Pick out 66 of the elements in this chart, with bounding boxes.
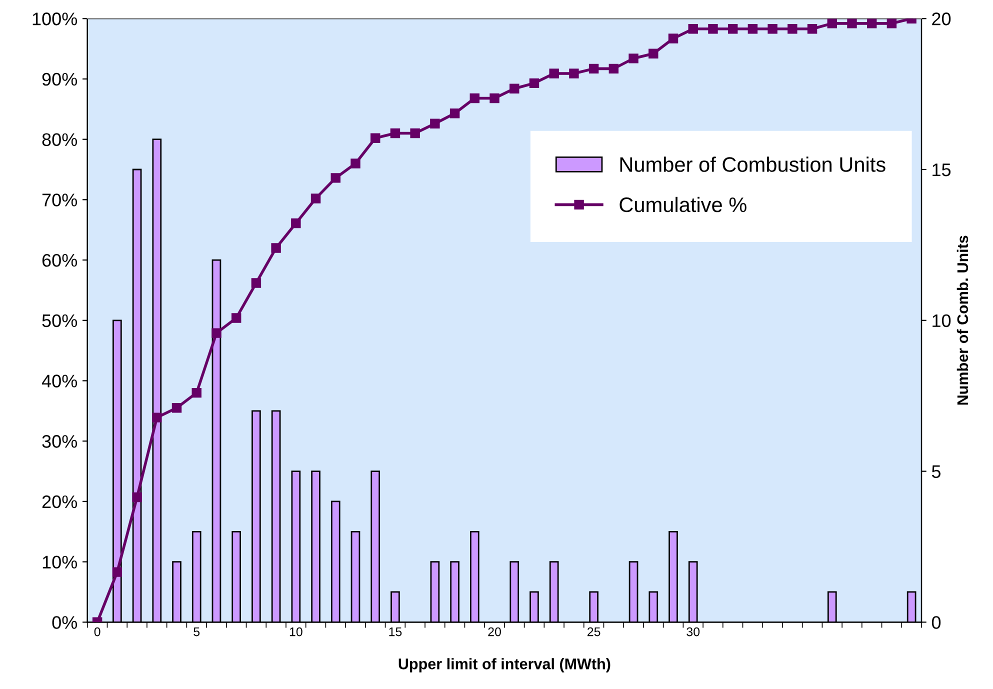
x-tick-label: 15: [389, 627, 402, 636]
y-tick-label: 30%: [42, 435, 78, 448]
x-tick-label: 0: [94, 627, 100, 636]
y-tick-label: 80%: [42, 133, 78, 146]
point: [192, 388, 202, 398]
point: [410, 128, 420, 138]
point: [390, 128, 400, 138]
point: [728, 24, 738, 34]
point: [271, 243, 281, 253]
point: [688, 24, 698, 34]
x-tick-label: 25: [587, 627, 600, 636]
point: [490, 93, 500, 104]
point: [251, 278, 262, 288]
point: [549, 68, 559, 78]
point: [212, 328, 222, 338]
point: [866, 18, 877, 28]
y2-tick-label: 10: [932, 314, 951, 328]
point: [807, 24, 818, 34]
point: [708, 24, 718, 34]
point: [310, 194, 321, 204]
point: [152, 412, 162, 422]
point: [231, 313, 242, 323]
x-tick-label: 5: [194, 627, 200, 636]
y-tick-label: 0%: [52, 616, 78, 629]
y-tick-label: 70%: [42, 194, 78, 206]
y2-tick-label: 20: [932, 12, 951, 26]
x-tick-label: 10: [290, 627, 302, 636]
y-tick-label: 50%: [42, 314, 78, 328]
legend-label: Number of Combustion Units: [620, 156, 886, 172]
y2-tick-label: 5: [932, 465, 941, 478]
y-tick-label: 90%: [42, 72, 78, 86]
point: [450, 108, 460, 118]
point: [648, 48, 658, 58]
point: [132, 492, 142, 502]
y-tick-label: 40%: [42, 374, 78, 388]
point: [886, 18, 897, 28]
point: [588, 64, 599, 74]
point: [768, 24, 778, 34]
point: [291, 218, 301, 228]
y-tick-label: 10%: [42, 556, 78, 569]
y2-tick-label: 15: [932, 164, 951, 176]
point: [569, 68, 579, 78]
point: [847, 18, 857, 28]
point: [470, 93, 480, 104]
point: [529, 78, 540, 88]
point: [430, 118, 440, 128]
point: [628, 54, 638, 64]
point: [748, 24, 758, 34]
point: [172, 403, 182, 413]
point: [608, 64, 619, 74]
y-tick-label: 20%: [42, 495, 78, 508]
point: [350, 158, 360, 168]
legend-label: Cumulative %: [620, 196, 746, 212]
y-tick-label: 100%: [32, 12, 78, 26]
point: [668, 34, 678, 44]
y-tick-label: 60%: [42, 254, 78, 267]
x-tick-label: 20: [488, 627, 501, 636]
point: [330, 173, 340, 183]
x-tick-label: 30: [686, 627, 700, 636]
point: [112, 567, 122, 577]
point: [510, 84, 520, 94]
x-axis-title: Upper limit of interval (MWth): [398, 658, 610, 672]
point: [370, 133, 380, 143]
point: [788, 24, 798, 34]
y2-axis-title: Number of Comb. Units: [956, 236, 968, 405]
point: [827, 18, 837, 28]
